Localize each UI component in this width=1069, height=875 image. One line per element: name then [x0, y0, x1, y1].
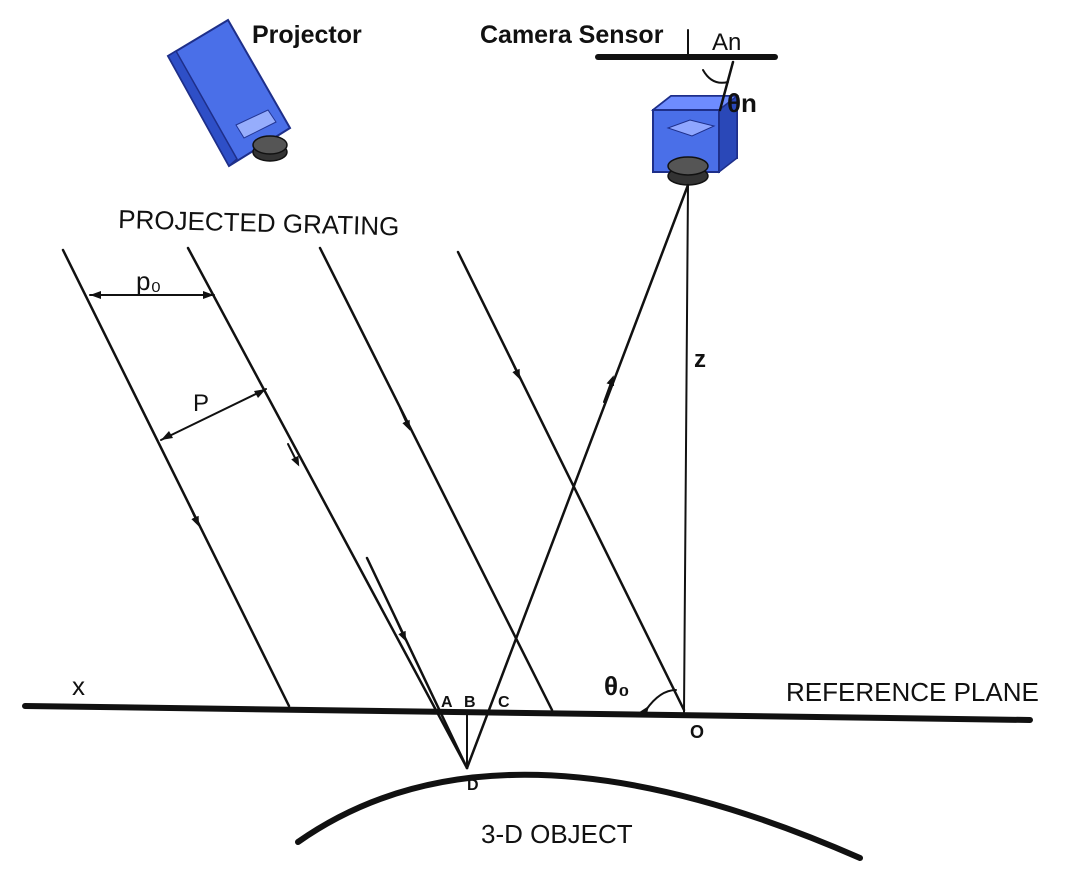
projected-grating-label: PROJECTED GRATING [118, 204, 400, 241]
camera-icon [650, 94, 740, 186]
theta-0-label: θ₀ [604, 671, 630, 701]
ray-arrow-4 [509, 356, 521, 380]
projector-icon [166, 18, 292, 168]
p-dimension-line [160, 388, 267, 441]
projector-lens-icon [252, 135, 288, 162]
point-d-label: D [467, 777, 479, 794]
point-b-label: B [464, 694, 476, 711]
point-o-label: O [690, 722, 704, 742]
theta-n-label: θn [727, 88, 757, 118]
grating-ray-1 [61, 248, 291, 708]
z-axis-line [683, 184, 689, 713]
view-ray-arrow [603, 375, 615, 403]
sensor-tilt-line [718, 60, 735, 112]
object-label: 3-D OBJECT [481, 819, 633, 849]
camera-lens-icon [667, 156, 709, 186]
p0-label: p₀ [136, 266, 161, 296]
reference-plane-label: REFERENCE PLANE [786, 677, 1039, 707]
x-label: x [72, 671, 85, 701]
theta-0-arc [639, 689, 677, 717]
point-c-label: C [498, 694, 510, 711]
p-label: P [193, 390, 209, 417]
ray-arrow-1 [188, 503, 200, 527]
point-a-label: A [441, 694, 453, 711]
grating-ray-4 [456, 250, 686, 712]
grating-ray-5 [365, 556, 469, 770]
grating-ray-2 [186, 246, 469, 770]
object-surface-curve [295, 771, 863, 861]
camera-view-ray [465, 183, 690, 770]
grating-ray-3 [318, 246, 554, 712]
ray-arrow-5 [394, 616, 407, 642]
projector-label: Projector [252, 21, 362, 49]
reference-plane-line [22, 703, 1033, 723]
camera-sensor-label: Camera Sensor [480, 21, 664, 49]
z-label: z [694, 346, 706, 373]
sensor-angle-arc [702, 69, 729, 84]
ray-arrow-2 [287, 443, 300, 467]
an-label: An [712, 29, 741, 56]
ray-arrow-3 [399, 407, 411, 431]
